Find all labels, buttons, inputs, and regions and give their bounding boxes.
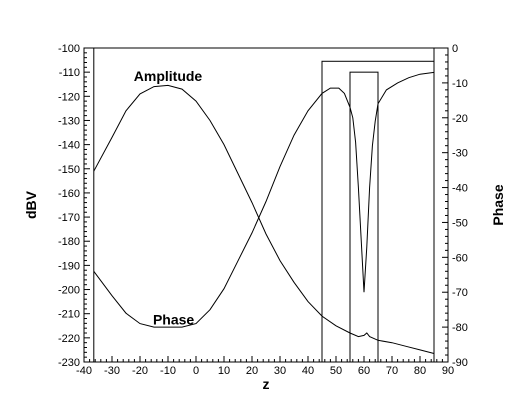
- x-tick-label: -30: [104, 365, 120, 377]
- x-axis-title: z: [263, 376, 270, 392]
- y-left-tick-label: -180: [58, 236, 80, 248]
- y-left-tick-label: -150: [58, 164, 80, 176]
- y-left-tick-label: -210: [58, 309, 80, 321]
- x-tick-label: -20: [132, 365, 148, 377]
- x-tick-label: 0: [193, 365, 199, 377]
- y-right-tick-label: -50: [452, 217, 468, 229]
- y-left-tick-label: -130: [58, 115, 80, 127]
- x-tick-label: 60: [358, 365, 370, 377]
- y-left-tick-label: -230: [58, 357, 80, 369]
- x-tick-label: 70: [386, 365, 398, 377]
- y-right-axis-title: Phase: [490, 184, 506, 225]
- y-right-tick-label: 0: [452, 43, 458, 55]
- x-tick-label: 10: [218, 365, 230, 377]
- x-tick-label: -40: [76, 365, 92, 377]
- y-left-tick-label: -170: [58, 212, 80, 224]
- y-left-tick-label: -220: [58, 333, 80, 345]
- y-left-ticks-group: -230 -220 -210 -200 -190 -180 -170 -160 -150 -140…: [58, 43, 90, 369]
- x-tick-label: 30: [274, 365, 286, 377]
- overlay-rect-3: [349, 71, 379, 363]
- y-right-tick-label: -60: [452, 252, 468, 264]
- x-tick-label: -10: [160, 365, 176, 377]
- annotations-group: Amplitude Phase: [134, 68, 203, 328]
- y-left-axis-title: dBV: [23, 190, 39, 219]
- annotation-phase: Phase: [153, 312, 194, 328]
- series-line-phase: [93, 71, 435, 328]
- series-line-amplitude: [93, 84, 435, 354]
- y-right-tick-label: -30: [452, 148, 468, 160]
- x-tick-label: 90: [442, 365, 454, 377]
- y-right-tick-label: -90: [452, 357, 468, 369]
- y-right-tick-label: -40: [452, 183, 468, 195]
- y-left-tick-label: -140: [58, 140, 80, 152]
- y-right-tick-label: -10: [452, 78, 468, 90]
- x-tick-label: 50: [330, 365, 342, 377]
- x-tick-label: 80: [414, 365, 426, 377]
- y-right-ticks-group: -90 -80 -70 -60 -50 -40 -30 -20 -10 0: [442, 43, 468, 369]
- series-group: [93, 71, 435, 354]
- y-left-tick-label: -100: [58, 43, 80, 55]
- x-tick-label: 20: [246, 365, 258, 377]
- y-right-tick-label: -20: [452, 113, 468, 125]
- y-right-tick-label: -80: [452, 322, 468, 334]
- y-left-tick-label: -200: [58, 285, 80, 297]
- y-left-tick-label: -120: [58, 91, 80, 103]
- y-left-tick-label: -160: [58, 188, 80, 200]
- annotation-amplitude: Amplitude: [134, 68, 203, 84]
- x-ticks-group: -40 -30 -20 -10 0 10 20 30 40 50 60 70 80 90: [76, 356, 454, 377]
- x-tick-label: 40: [302, 365, 314, 377]
- y-left-tick-label: -190: [58, 260, 80, 272]
- y-left-tick-label: -110: [59, 67, 80, 79]
- y-right-tick-label: -70: [452, 287, 468, 299]
